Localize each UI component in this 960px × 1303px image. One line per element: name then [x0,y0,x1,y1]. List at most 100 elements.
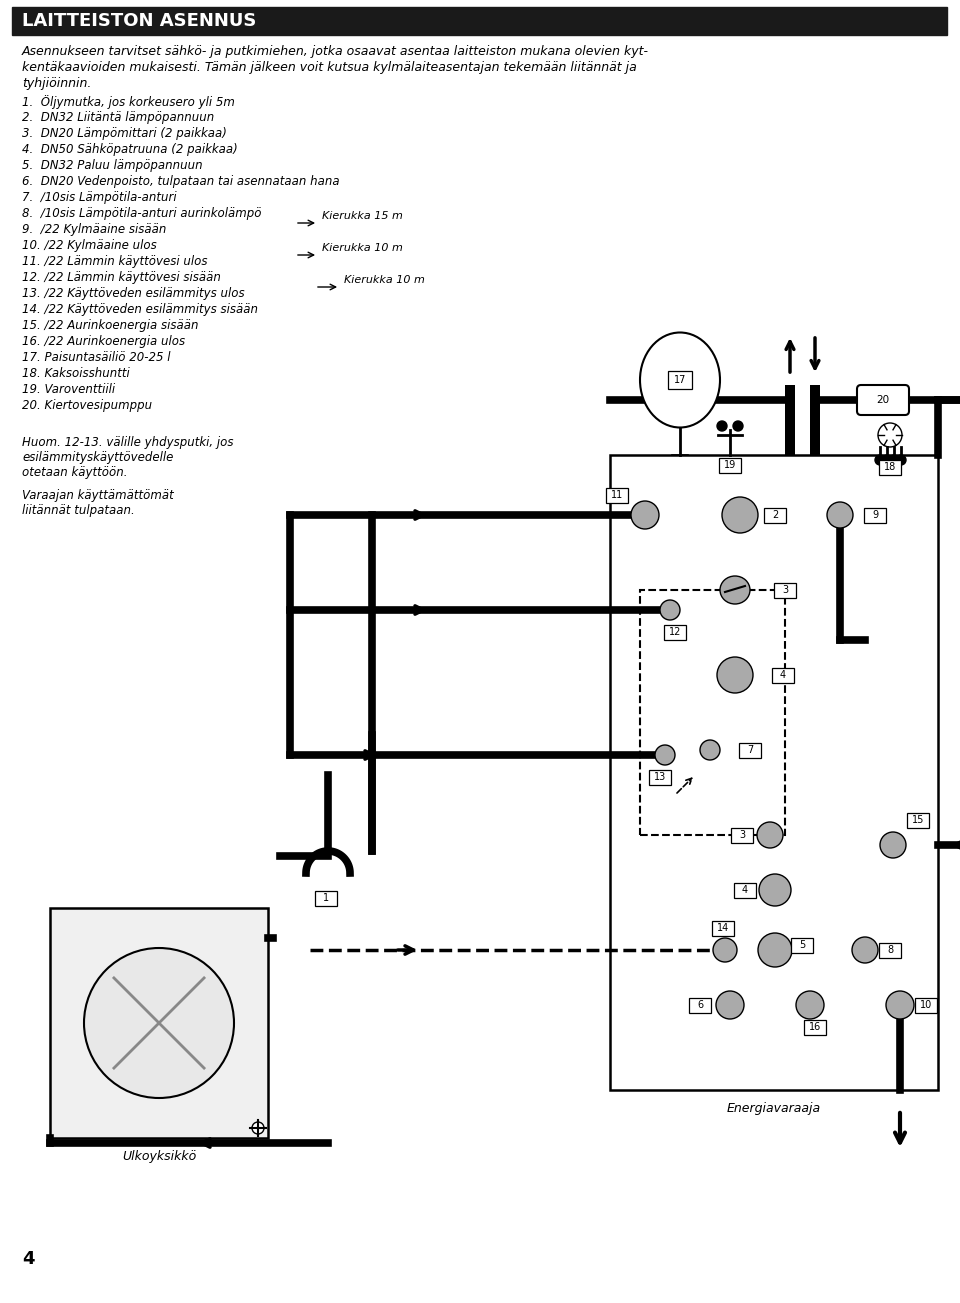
Text: Varaajan käyttämättömät: Varaajan käyttämättömät [22,489,174,502]
Bar [907,813,929,827]
Text: 17. Paisuntasäiliö 20-25 l: 17. Paisuntasäiliö 20-25 l [22,351,171,364]
Bar [712,920,734,936]
Text: 20: 20 [876,395,890,405]
FancyBboxPatch shape [857,384,909,414]
Bar [50,908,268,1138]
Text: 18. Kaksoisshuntti: 18. Kaksoisshuntti [22,367,130,380]
Text: 15: 15 [912,814,924,825]
Bar [785,384,795,455]
Ellipse shape [640,332,720,427]
Text: Ulkoyksikkö: Ulkoyksikkö [122,1151,196,1164]
Bar [664,624,686,640]
Ellipse shape [720,576,750,605]
Circle shape [252,1122,264,1134]
Text: 8.  ∕10sis Lämpötila-anturi aurinkolämpö: 8. ∕10sis Lämpötila-anturi aurinkolämpö [22,207,261,220]
Text: 19: 19 [724,460,736,470]
Bar [649,770,671,784]
Bar [739,743,761,757]
Bar [606,487,628,503]
Bar [915,998,937,1012]
Text: esilämmityskäyttövedelle: esilämmityskäyttövedelle [22,451,174,464]
Text: 7: 7 [747,745,754,754]
Text: 16. ∕22 Aurinkoenergia ulos: 16. ∕22 Aurinkoenergia ulos [22,335,185,348]
Bar [791,937,813,952]
Circle shape [713,938,737,962]
Text: 1.  Öljymutka, jos korkeusero yli 5m: 1. Öljymutka, jos korkeusero yli 5m [22,95,235,109]
Text: 5.  DN32 Paluu lämpöpannuun: 5. DN32 Paluu lämpöpannuun [22,159,203,172]
Text: kentäkaavioiden mukaisesti. Tämän jälkeen voit kutsua kylmälaiteasentajan tekemä: kentäkaavioiden mukaisesti. Tämän jälkee… [22,61,636,74]
Circle shape [733,421,743,431]
Bar [864,507,886,523]
Circle shape [84,949,234,1098]
Circle shape [896,455,906,465]
Circle shape [757,822,783,848]
Text: otetaan käyttöön.: otetaan käyttöön. [22,466,128,480]
Bar [772,667,794,683]
Text: 13. ∕22 Käyttöveden esilämmitys ulos: 13. ∕22 Käyttöveden esilämmitys ulos [22,287,245,300]
Text: 1: 1 [323,893,329,903]
Text: 15. ∕22 Aurinkoenergia sisään: 15. ∕22 Aurinkoenergia sisään [22,319,199,332]
Circle shape [700,740,720,760]
Circle shape [716,992,744,1019]
Text: 9: 9 [872,509,878,520]
Text: 11. ∕22 Lämmin käyttövesi ulos: 11. ∕22 Lämmin käyttövesi ulos [22,255,207,268]
Text: 12: 12 [669,627,682,637]
Text: Huom. 12-13. välille yhdysputki, jos: Huom. 12-13. välille yhdysputki, jos [22,437,233,450]
Text: 2.  DN32 Liitäntä lämpöpannuun: 2. DN32 Liitäntä lämpöpannuun [22,111,214,124]
Circle shape [758,933,792,967]
Bar [731,827,753,843]
Circle shape [882,455,892,465]
Text: 12. ∕22 Lämmin käyttövesi sisään: 12. ∕22 Lämmin käyttövesi sisään [22,271,221,284]
Text: 3: 3 [782,585,788,595]
Text: Energiavaraaja: Energiavaraaja [727,1102,821,1115]
Text: 14. ∕22 Käyttöveden esilämmitys sisään: 14. ∕22 Käyttöveden esilämmitys sisään [22,304,258,317]
Circle shape [717,421,727,431]
Text: 2: 2 [772,509,779,520]
Bar [810,384,820,455]
Text: 4: 4 [742,885,748,895]
Text: 6: 6 [697,999,703,1010]
Circle shape [889,455,899,465]
Text: 4: 4 [22,1250,35,1268]
Text: 17: 17 [674,375,686,384]
Bar [689,998,711,1012]
Bar [879,460,901,474]
Bar [12,7,947,35]
Circle shape [722,496,758,533]
Text: liitännät tulpataan.: liitännät tulpataan. [22,504,134,517]
Text: 7.  ∕10sis Lämpötila-anturi: 7. ∕10sis Lämpötila-anturi [22,192,177,205]
Text: LAITTEISTON ASENNUS: LAITTEISTON ASENNUS [22,12,256,30]
Circle shape [886,992,914,1019]
Bar [315,890,337,906]
Bar [774,582,796,598]
Circle shape [827,502,853,528]
Text: 13: 13 [654,771,666,782]
Text: 4: 4 [780,670,786,680]
Text: 6.  DN20 Vedenpoisto, tulpataan tai asennataan hana: 6. DN20 Vedenpoisto, tulpataan tai asenn… [22,175,340,188]
Text: Kierukka 10 m: Kierukka 10 m [322,242,403,253]
Text: 3: 3 [739,830,745,840]
Text: tyhjiöinnin.: tyhjiöinnin. [22,77,91,90]
Circle shape [631,500,659,529]
Text: 10: 10 [920,999,932,1010]
Circle shape [875,455,885,465]
Text: 18: 18 [884,463,896,472]
Text: Kierukka 10 m: Kierukka 10 m [344,275,425,285]
Circle shape [717,657,753,693]
Text: 8: 8 [887,945,893,955]
Text: Kierukka 15 m: Kierukka 15 m [322,211,403,222]
Bar [610,455,938,1091]
Bar [719,457,741,473]
Text: 9.  ∕22 Kylmäaine sisään: 9. ∕22 Kylmäaine sisään [22,223,166,236]
Text: 4.  DN50 Sähköpatruuna (2 paikkaa): 4. DN50 Sähköpatruuna (2 paikkaa) [22,143,238,156]
Bar [668,371,692,390]
Bar [804,1019,826,1035]
Circle shape [759,874,791,906]
Text: 19. Varoventtiili: 19. Varoventtiili [22,383,115,396]
Text: 10. ∕22 Kylmäaine ulos: 10. ∕22 Kylmäaine ulos [22,238,156,251]
Text: 5: 5 [799,939,805,950]
Circle shape [655,745,675,765]
Circle shape [878,423,902,447]
Bar [764,507,786,523]
Bar [734,882,756,898]
